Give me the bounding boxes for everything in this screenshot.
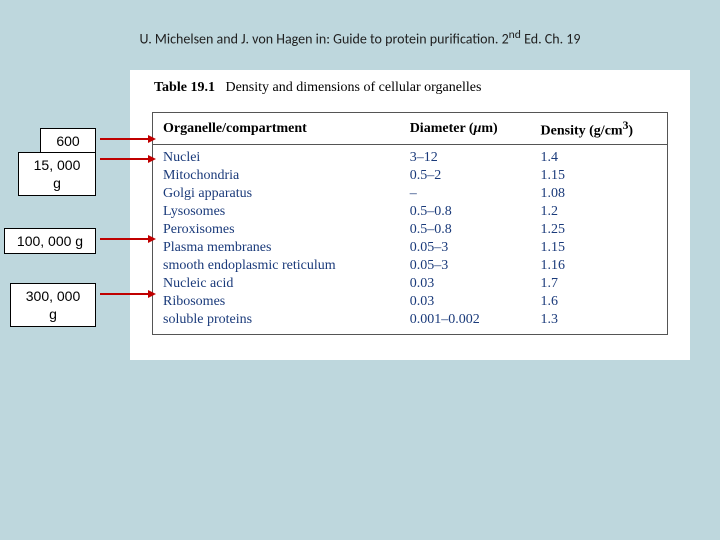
cell-organelle: Plasma membranes	[153, 239, 400, 257]
cell-diameter: 0.05–3	[400, 239, 531, 257]
cell-density: 1.6	[531, 293, 668, 311]
cell-organelle: soluble proteins	[153, 311, 400, 335]
cell-density: 1.3	[531, 311, 668, 335]
caption-text: Density and dimensions of cellular organ…	[225, 80, 481, 95]
citation-suffix: Ed. Ch. 19	[521, 31, 581, 48]
cell-diameter: 0.03	[400, 293, 531, 311]
table-row: Nucleic acid0.031.7	[153, 275, 668, 293]
th-density: Density (g/cm3)	[531, 113, 668, 145]
table-row: Nuclei3–121.4	[153, 144, 668, 167]
cell-density: 1.2	[531, 203, 668, 221]
cell-organelle: Nuclei	[153, 144, 400, 167]
table-row: smooth endoplasmic reticulum0.05–31.16	[153, 257, 668, 275]
cell-organelle: smooth endoplasmic reticulum	[153, 257, 400, 275]
cell-diameter: 3–12	[400, 144, 531, 167]
caption-label: Table 19.1	[154, 80, 215, 95]
cell-density: 1.15	[531, 239, 668, 257]
arrow-icon	[100, 234, 156, 235]
cell-organelle: Peroxisomes	[153, 221, 400, 239]
table-caption: Table 19.1 Density and dimensions of cel…	[154, 80, 481, 96]
cell-organelle: Nucleic acid	[153, 275, 400, 293]
cell-diameter: 0.5–0.8	[400, 203, 531, 221]
table-header-row: Organelle/compartment Diameter (μm) Dens…	[153, 113, 668, 145]
table-row: Plasma membranes0.05–31.15	[153, 239, 668, 257]
cell-density: 1.25	[531, 221, 668, 239]
cell-organelle: Golgi apparatus	[153, 185, 400, 203]
cell-density: 1.7	[531, 275, 668, 293]
th-organelle: Organelle/compartment	[153, 113, 400, 145]
cell-organelle: Mitochondria	[153, 167, 400, 185]
organelle-table: Organelle/compartment Diameter (μm) Dens…	[152, 112, 668, 335]
cell-diameter: 0.001–0.002	[400, 311, 531, 335]
table-row: Mitochondria0.5–21.15	[153, 167, 668, 185]
citation-prefix: U. Michelsen and J. von Hagen in: Guide …	[140, 31, 509, 48]
table-row: soluble proteins0.001–0.0021.3	[153, 311, 668, 335]
cell-density: 1.16	[531, 257, 668, 275]
arrow-icon	[100, 154, 156, 155]
cell-diameter: 0.5–0.8	[400, 221, 531, 239]
cell-density: 1.15	[531, 167, 668, 185]
cell-organelle: Lysosomes	[153, 203, 400, 221]
centrifuge-annotation: 100, 000 g	[4, 228, 96, 254]
th-diameter: Diameter (μm)	[400, 113, 531, 145]
cell-diameter: 0.05–3	[400, 257, 531, 275]
cell-diameter: 0.03	[400, 275, 531, 293]
citation-sup: nd	[509, 28, 521, 42]
arrow-icon	[100, 289, 156, 290]
cell-density: 1.4	[531, 144, 668, 167]
centrifuge-annotation: 300, 000 g	[10, 283, 96, 327]
figure-panel: Table 19.1 Density and dimensions of cel…	[130, 70, 690, 360]
arrow-icon	[100, 134, 156, 135]
cell-diameter: –	[400, 185, 531, 203]
centrifuge-annotation: 15, 000 g	[18, 152, 96, 196]
citation-text: U. Michelsen and J. von Hagen in: Guide …	[0, 28, 720, 48]
table-row: Ribosomes0.031.6	[153, 293, 668, 311]
cell-diameter: 0.5–2	[400, 167, 531, 185]
table-row: Golgi apparatus–1.08	[153, 185, 668, 203]
table-row: Peroxisomes0.5–0.81.25	[153, 221, 668, 239]
table-row: Lysosomes0.5–0.81.2	[153, 203, 668, 221]
cell-density: 1.08	[531, 185, 668, 203]
cell-organelle: Ribosomes	[153, 293, 400, 311]
